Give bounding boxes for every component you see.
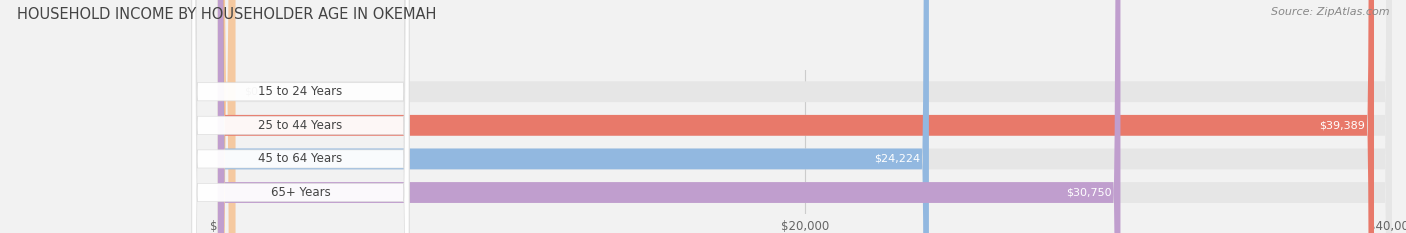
Text: 15 to 24 Years: 15 to 24 Years (259, 85, 343, 98)
FancyBboxPatch shape (218, 0, 1121, 233)
FancyBboxPatch shape (218, 0, 1392, 233)
FancyBboxPatch shape (191, 0, 409, 233)
FancyBboxPatch shape (218, 0, 236, 233)
FancyBboxPatch shape (218, 0, 1392, 233)
Text: 25 to 44 Years: 25 to 44 Years (259, 119, 343, 132)
Text: Source: ZipAtlas.com: Source: ZipAtlas.com (1271, 7, 1389, 17)
Text: $0: $0 (245, 87, 259, 97)
Text: 65+ Years: 65+ Years (270, 186, 330, 199)
Text: HOUSEHOLD INCOME BY HOUSEHOLDER AGE IN OKEMAH: HOUSEHOLD INCOME BY HOUSEHOLDER AGE IN O… (17, 7, 436, 22)
FancyBboxPatch shape (191, 0, 409, 233)
Text: $24,224: $24,224 (875, 154, 920, 164)
FancyBboxPatch shape (218, 0, 1392, 233)
Text: $39,389: $39,389 (1319, 120, 1365, 130)
FancyBboxPatch shape (191, 0, 409, 233)
FancyBboxPatch shape (191, 0, 409, 233)
FancyBboxPatch shape (218, 0, 1392, 233)
FancyBboxPatch shape (218, 0, 929, 233)
Text: 45 to 64 Years: 45 to 64 Years (259, 152, 343, 165)
FancyBboxPatch shape (218, 0, 1374, 233)
Text: $30,750: $30,750 (1066, 188, 1112, 198)
